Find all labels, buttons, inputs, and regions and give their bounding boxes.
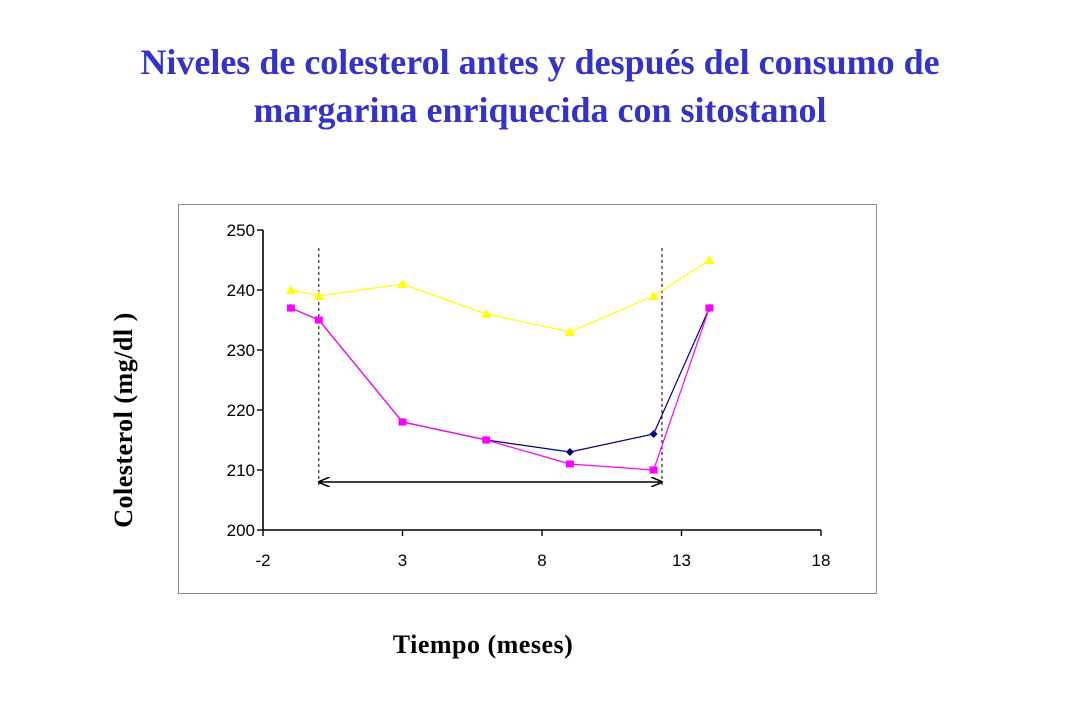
series-3-point [649,466,658,474]
x-tick-label: 13 [672,551,691,570]
y-tick-label: 200 [227,521,255,540]
series-1-point [313,291,324,300]
series-1-point [648,291,659,300]
y-tick-label: 210 [227,461,255,480]
x-tick-label: 3 [398,551,407,570]
chart-title: Niveles de colesterol antes y después de… [0,38,1080,134]
series-2-line [290,307,710,453]
y-tick-label: 230 [227,341,255,360]
chart-area [178,204,877,594]
annotations [319,248,662,488]
series-2-point [649,430,658,438]
series-1-point [564,327,575,336]
series-3-point [705,304,714,312]
y-tick-label: 250 [227,221,255,240]
series-1-point [481,309,492,318]
series-3-point [314,316,323,324]
series-3-point [286,304,295,312]
x-tick-label: -2 [255,551,270,570]
series-1-point [285,285,296,294]
series-2-point [565,448,574,456]
x-axis-label: Tiempo (meses) [392,630,574,659]
y-axis-label: Colesterol (mg/dl ) [109,312,138,528]
series-3-point [565,460,574,468]
axes: 200 210 220 230 240 250 -2 3 8 13 18 [227,221,831,570]
series-3-point [482,436,491,444]
y-tick-label: 220 [227,401,255,420]
chart-title-line-1: Niveles de colesterol antes y después de… [140,42,940,82]
series-1-point [397,279,408,288]
series-1-point [704,255,715,264]
series-3-line [290,307,710,471]
series-1-line [290,259,710,333]
y-tick-label: 240 [227,281,255,300]
series-layer [285,255,715,474]
series-3-point [398,418,407,426]
x-tick-label: 18 [812,551,831,570]
chart-title-line-2: margarina enriquecida con sitostanol [253,90,827,130]
x-tick-label: 8 [537,551,546,570]
